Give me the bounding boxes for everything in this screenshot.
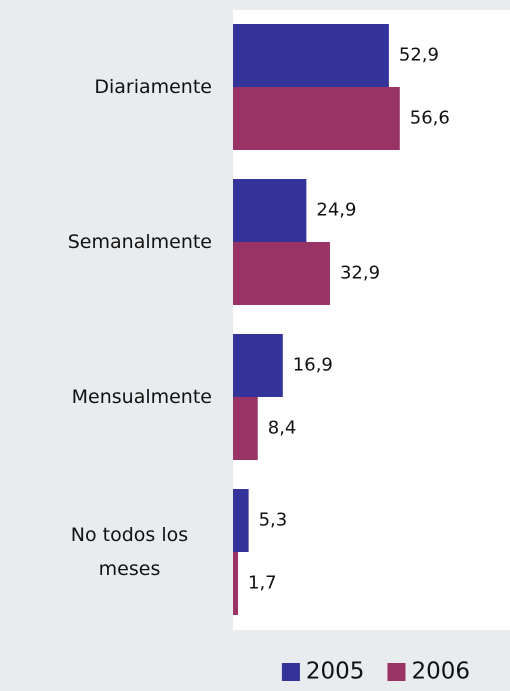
bar <box>233 242 330 305</box>
category-text: Diariamente <box>94 76 212 98</box>
value-label: 8,4 <box>268 418 297 439</box>
value-label: 5,3 <box>259 510 288 531</box>
bar <box>233 87 400 150</box>
legend-swatch <box>387 663 406 681</box>
category-label: Semanalmente <box>68 179 212 305</box>
value-label: 52,9 <box>399 45 439 66</box>
value-label: 32,9 <box>340 263 380 284</box>
category-label: No todos los meses <box>47 489 212 615</box>
bar <box>233 334 283 397</box>
value-label: 16,9 <box>293 355 333 376</box>
value-label: 1,7 <box>248 573 277 594</box>
category-label: Diariamente <box>94 24 212 150</box>
bar <box>233 24 389 87</box>
value-label: 56,6 <box>410 108 450 129</box>
category-label: Mensualmente <box>72 334 212 460</box>
bar <box>233 397 258 460</box>
legend-label: 2005 <box>306 659 365 685</box>
legend-swatch <box>281 663 300 681</box>
category-text: Mensualmente <box>71 386 212 408</box>
category-text: Semanalmente <box>67 231 212 253</box>
value-label: 24,9 <box>316 200 356 221</box>
bar <box>233 489 249 552</box>
bar <box>233 552 239 615</box>
category-text: No todos los meses <box>70 524 189 580</box>
legend-label: 2006 <box>411 659 470 685</box>
bar <box>233 179 307 242</box>
